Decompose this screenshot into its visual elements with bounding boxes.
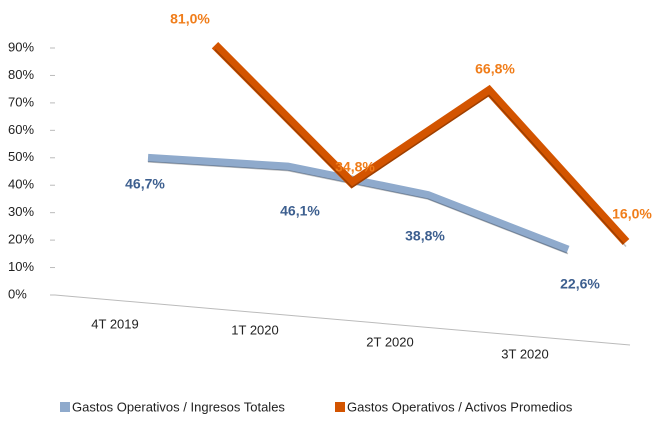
x-tick-label: 2T 2020 <box>366 334 413 349</box>
legend-label: Gastos Operativos / Ingresos Totales <box>72 399 285 414</box>
data-label: 66,8% <box>475 61 515 77</box>
x-axis <box>54 294 631 346</box>
y-tick-label: 20% <box>8 232 34 247</box>
series-edge <box>214 49 627 248</box>
y-tick-label: 90% <box>8 39 34 54</box>
y-tick-label: 50% <box>8 149 34 164</box>
data-label: 38,8% <box>405 228 445 244</box>
x-tick-label: 4T 2019 <box>91 316 138 331</box>
data-label: 46,7% <box>125 176 165 192</box>
series-line <box>211 41 630 246</box>
y-tick-label: 0% <box>8 286 27 301</box>
x-tick-label: 1T 2020 <box>231 322 278 337</box>
data-label: 81,0% <box>170 11 210 27</box>
y-tick-label: 40% <box>8 177 34 192</box>
y-tick-label: 70% <box>8 94 34 109</box>
y-tick-label: 80% <box>8 67 34 82</box>
y-tick-label: 60% <box>8 122 34 137</box>
y-tick-label: 30% <box>8 204 34 219</box>
series-edge <box>147 161 569 255</box>
legend-swatch <box>60 402 70 412</box>
x-tick-label: 3T 2020 <box>501 346 548 361</box>
legend-label: Gastos Operativos / Activos Promedios <box>347 399 573 414</box>
data-label: 16,0% <box>612 206 652 222</box>
data-label: 46,1% <box>280 203 320 219</box>
data-label: 34,8% <box>335 159 375 175</box>
y-tick-label: 10% <box>8 259 34 274</box>
data-label: 22,6% <box>560 276 600 292</box>
legend-swatch <box>335 402 345 412</box>
